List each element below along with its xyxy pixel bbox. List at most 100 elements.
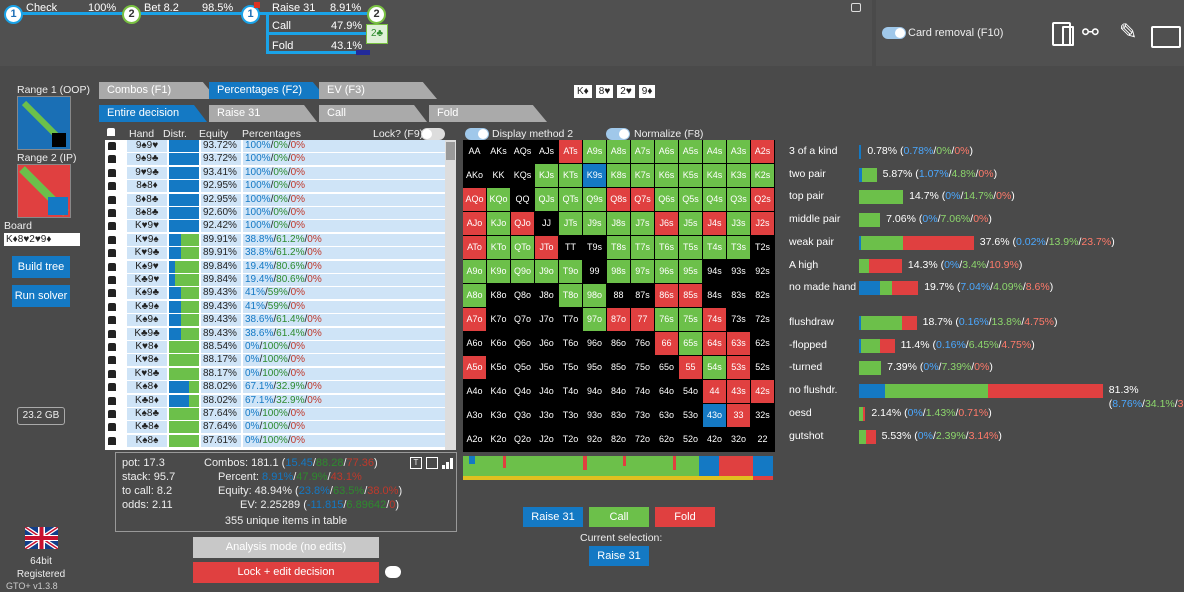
table-row[interactable]: 8♠8♣ 92.60% 100%/0%/0%	[105, 207, 445, 219]
grid-cell[interactable]: T6s	[655, 236, 678, 259]
grid-cell[interactable]: A4o	[463, 380, 486, 403]
grid-cell[interactable]: QJo	[511, 212, 534, 235]
grid-cell[interactable]: 32s	[751, 404, 774, 427]
grid-cell[interactable]: 88	[607, 284, 630, 307]
grid-cell[interactable]: Q3o	[511, 404, 534, 427]
table-row[interactable]: K♥9♥ 92.42% 100%/0%/0%	[105, 220, 445, 233]
run-solver-button[interactable]: Run solver	[12, 285, 70, 307]
grid-cell[interactable]: 64o	[655, 380, 678, 403]
grid-cell[interactable]: T4s	[703, 236, 726, 259]
tab-ev[interactable]: EV (F3)	[319, 82, 437, 99]
table-row[interactable]: K♣9♠ 89.43% 41%/59%/0%	[105, 300, 445, 313]
grid-cell[interactable]: 55	[679, 356, 702, 379]
tab-fold[interactable]: Fold	[429, 105, 547, 122]
grid-cell[interactable]: Q7o	[511, 308, 534, 331]
scrollbar-thumb[interactable]	[446, 142, 455, 160]
column-percentages[interactable]: Percentages	[242, 128, 301, 140]
grid-cell[interactable]: 92o	[583, 428, 606, 451]
table-row[interactable]: K♠8♦ 88.02% 67.1%/32.9%/0%	[105, 381, 445, 394]
grid-cell[interactable]: J5s	[679, 212, 702, 235]
popout-icon[interactable]	[426, 457, 438, 469]
grid-cell[interactable]: 65o	[655, 356, 678, 379]
table-row[interactable]: 8♦8♣ 92.95% 100%/0%/0%	[105, 193, 445, 206]
grid-cell[interactable]: T2s	[751, 236, 774, 259]
grid-cell[interactable]: Q5o	[511, 356, 534, 379]
grid-cell[interactable]: 82s	[751, 284, 774, 307]
grid-cell[interactable]: T3s	[727, 236, 750, 259]
grid-cell[interactable]: J7o	[535, 308, 558, 331]
tree-branch-label[interactable]: Fold	[272, 40, 294, 52]
row-lock-icon[interactable]	[108, 209, 116, 217]
grid-cell[interactable]: T4o	[559, 380, 582, 403]
grid-cell[interactable]: 62o	[655, 428, 678, 451]
grid-cell[interactable]: 97s	[631, 260, 654, 283]
grid-cell[interactable]: Q3s	[727, 188, 750, 211]
grid-cell[interactable]: T7s	[631, 236, 654, 259]
grid-cell[interactable]: 43o	[703, 404, 726, 427]
grid-cell[interactable]: AKo	[463, 164, 486, 187]
grid-cell[interactable]: K4s	[703, 164, 726, 187]
grid-cell[interactable]: KQo	[487, 188, 510, 211]
analysis-mode-button[interactable]: Analysis mode (no edits)	[193, 537, 379, 558]
grid-cell[interactable]: J7s	[631, 212, 654, 235]
grid-cell[interactable]: 76s	[655, 308, 678, 331]
grid-cell[interactable]: J5o	[535, 356, 558, 379]
grid-cell[interactable]: 96o	[583, 332, 606, 355]
tab-percentages[interactable]: Percentages (F2)	[209, 82, 327, 99]
grid-cell[interactable]: KJo	[487, 212, 510, 235]
row-lock-icon[interactable]	[108, 423, 116, 432]
grid-cell[interactable]: 96s	[655, 260, 678, 283]
grid-cell[interactable]: QTo	[511, 236, 534, 259]
table-row[interactable]: K♥8♦ 88.54% 0%/100%/0%	[105, 341, 445, 353]
grid-cell[interactable]: 22	[751, 428, 774, 451]
grid-cell[interactable]: AKs	[487, 140, 510, 163]
grid-cell[interactable]: A9s	[583, 140, 606, 163]
grid-cell[interactable]: K5s	[679, 164, 702, 187]
grid-cell[interactable]: 86s	[655, 284, 678, 307]
grid-cell[interactable]: Q9s	[583, 188, 606, 211]
grid-cell[interactable]: 95s	[679, 260, 702, 283]
grid-cell[interactable]: Q2s	[751, 188, 774, 211]
grid-cell[interactable]: A2s	[751, 140, 774, 163]
grid-cell[interactable]: K9s	[583, 164, 606, 187]
grid-cell[interactable]: A8o	[463, 284, 486, 307]
current-selection-button[interactable]: Raise 31	[589, 546, 649, 566]
table-row[interactable]: K♠8♣ 87.64% 0%/100%/0%	[105, 408, 445, 420]
copy-icon[interactable]	[1052, 22, 1071, 46]
grid-cell[interactable]: 84o	[607, 380, 630, 403]
row-lock-icon[interactable]	[108, 329, 116, 338]
normalize-toggle[interactable]	[606, 128, 630, 140]
grid-cell[interactable]: 84s	[703, 284, 726, 307]
grid-cell[interactable]: Q8o	[511, 284, 534, 307]
grid-cell[interactable]: 32o	[727, 428, 750, 451]
row-lock-icon[interactable]	[108, 235, 116, 244]
grid-cell[interactable]: QQ	[511, 188, 534, 211]
grid-cell[interactable]: 54s	[703, 356, 726, 379]
grid-cell[interactable]: 97o	[583, 308, 606, 331]
table-row[interactable]: K♣8♠ 87.64% 0%/100%/0%	[105, 421, 445, 434]
range1-thumbnail[interactable]	[17, 96, 71, 150]
grid-cell[interactable]: K4o	[487, 380, 510, 403]
row-lock-icon[interactable]	[108, 276, 116, 284]
grid-cell[interactable]: KJs	[535, 164, 558, 187]
table-row[interactable]: 9♠9♣ 93.72% 100%/0%/0%	[105, 153, 445, 166]
grid-cell[interactable]: Q6o	[511, 332, 534, 355]
grid-cell[interactable]: 42o	[703, 428, 726, 451]
language-flag-icon[interactable]	[23, 525, 60, 551]
card-removal-toggle[interactable]	[882, 27, 906, 39]
row-lock-icon[interactable]	[108, 155, 116, 164]
grid-cell[interactable]: Q7s	[631, 188, 654, 211]
grid-cell[interactable]: 98s	[607, 260, 630, 283]
grid-cell[interactable]: 63o	[655, 404, 678, 427]
tab-raise[interactable]: Raise 31	[209, 105, 317, 122]
grid-cell[interactable]: J6s	[655, 212, 678, 235]
table-row[interactable]: 8♠8♦ 92.95% 100%/0%/0%	[105, 180, 445, 193]
grid-cell[interactable]: A2o	[463, 428, 486, 451]
tree-branch-label[interactable]: Call	[272, 20, 291, 32]
table-row[interactable]: K♣9♥ 89.84% 19.4%/80.6%/0%	[105, 274, 445, 286]
row-lock-icon[interactable]	[108, 396, 116, 405]
row-lock-icon[interactable]	[108, 316, 116, 325]
grid-cell[interactable]: 99	[583, 260, 606, 283]
tab-entire-decision[interactable]: Entire decision	[99, 105, 207, 122]
row-lock-icon[interactable]	[108, 383, 116, 392]
